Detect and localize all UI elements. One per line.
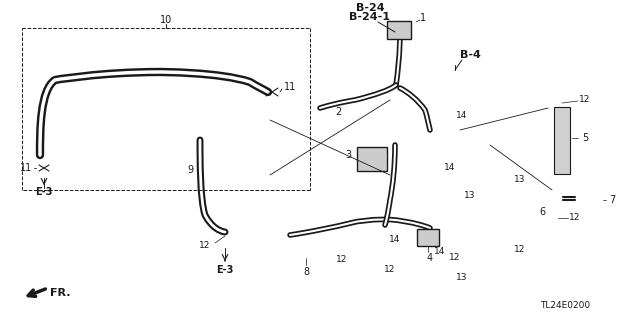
Text: 14: 14 (435, 248, 445, 256)
FancyBboxPatch shape (387, 21, 411, 39)
Text: 1: 1 (420, 13, 426, 23)
Text: B-24: B-24 (356, 3, 384, 13)
Text: 14: 14 (456, 110, 468, 120)
Text: 12: 12 (579, 95, 591, 105)
Text: 11: 11 (284, 82, 296, 92)
Text: B-24-1: B-24-1 (349, 12, 390, 22)
Text: FR.: FR. (50, 288, 70, 298)
Text: 12: 12 (515, 246, 525, 255)
Text: 12: 12 (570, 213, 580, 222)
Text: 12: 12 (449, 254, 461, 263)
Text: 6: 6 (539, 207, 545, 217)
Text: 11: 11 (20, 163, 32, 173)
Text: 5: 5 (582, 133, 588, 143)
Text: 7: 7 (609, 195, 615, 205)
Text: TL24E0200: TL24E0200 (540, 301, 590, 310)
Text: E-3: E-3 (35, 187, 52, 197)
Text: B-4: B-4 (460, 50, 481, 60)
Text: 13: 13 (464, 190, 476, 199)
Text: 14: 14 (389, 235, 401, 244)
Text: 12: 12 (384, 265, 396, 275)
Text: 9: 9 (187, 165, 193, 175)
Text: 3: 3 (345, 150, 351, 160)
Text: 14: 14 (444, 164, 456, 173)
FancyBboxPatch shape (554, 107, 570, 174)
Text: 2: 2 (335, 107, 341, 117)
Text: E-3: E-3 (216, 265, 234, 275)
Text: 13: 13 (456, 273, 468, 283)
Text: 13: 13 (515, 175, 525, 184)
Text: 12: 12 (336, 256, 348, 264)
Text: 10: 10 (160, 15, 172, 25)
Text: 4: 4 (427, 253, 433, 263)
Text: 8: 8 (303, 267, 309, 277)
FancyBboxPatch shape (357, 147, 387, 171)
FancyBboxPatch shape (417, 229, 439, 246)
Text: 12: 12 (199, 241, 211, 250)
